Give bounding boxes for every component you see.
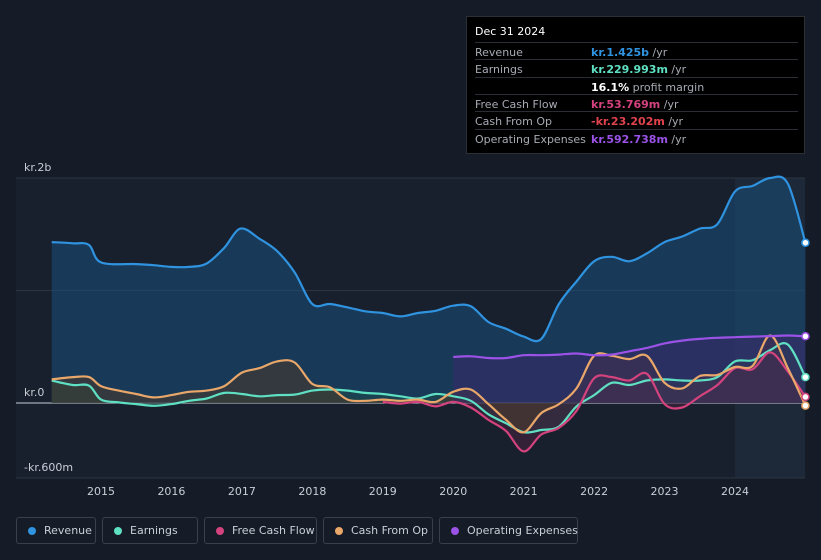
tooltip-row-value: 16.1% profit margin [591,80,705,94]
legend-label: Revenue [44,524,92,537]
revenue-area [51,176,806,403]
tooltip-row-value: kr.229.993m /yr [591,63,687,77]
legend-item[interactable]: Free Cash Flow [204,517,317,544]
x-tick-label: 2016 [157,485,185,498]
legend-dot-icon [114,527,122,535]
legend-dot-icon [451,527,459,535]
tooltip-row-label: Free Cash Flow [475,97,558,111]
tooltip-row: Cash From Op -kr.23.202m /yr [475,111,798,129]
x-tick-label: 2023 [651,485,679,498]
tooltip-row-label: Revenue [475,46,523,59]
tooltip-row-value: kr.1.425b /yr [591,46,668,59]
fcf-end-marker [801,392,810,402]
x-tick-label: 2024 [721,485,749,498]
tooltip-row: Free Cash Flow kr.53.769m /yr [475,93,798,112]
data-tooltip: Dec 31 2024 Revenue kr.1.425b /yr Earnings… [466,16,805,154]
y-axis-label: -kr.600m [24,461,73,474]
earnings-end-marker [801,372,810,382]
legend-label: Cash From Op [351,524,429,537]
y-axis-label: kr.0 [24,386,44,399]
legend-label: Earnings [130,524,178,537]
legend-item[interactable]: Revenue [16,517,96,544]
x-tick-label: 2018 [298,485,326,498]
legend-label: Operating Expenses [467,524,578,537]
earnings-line [51,342,807,434]
tooltip-row-value: kr.53.769m /yr [591,97,679,111]
revenue-end-marker [801,238,810,247]
legend-dot-icon [28,527,36,535]
revenue-line [51,175,807,343]
y-axis-label: kr.2b [24,161,51,174]
tooltip-row-label: Cash From Op [475,115,553,129]
x-tick-label: 2020 [439,485,467,498]
legend-dot-icon [335,527,343,535]
opex-line [453,334,806,360]
tooltip-row: Revenue kr.1.425b /yr [475,42,798,60]
legend-dot-icon [216,527,224,535]
legend-item[interactable]: Operating Expenses [439,517,578,544]
x-tick-label: 2021 [510,485,538,498]
tooltip-row-value: -kr.23.202m /yr [591,115,684,129]
tooltip-row: 16.1% profit margin [475,76,798,95]
opex-end-marker [801,332,810,341]
legend-item[interactable]: Cash From Op [323,517,433,544]
tooltip-row-value: kr.592.738m /yr [591,132,687,146]
x-tick-label: 2015 [87,485,115,498]
cfo-end-marker [801,401,810,410]
legend-label: Free Cash Flow [232,524,315,537]
legend-item[interactable]: Earnings [102,517,198,544]
x-tick-label: 2019 [369,485,397,498]
tooltip-date: Dec 31 2024 [475,25,546,38]
cfo-line [51,334,807,434]
tooltip-row: Operating Expenses kr.592.738m /yr [475,128,798,147]
tooltip-row: Earnings kr.229.993m /yr [475,59,798,77]
x-tick-label: 2017 [228,485,256,498]
tooltip-row-label: Operating Expenses [475,132,586,146]
x-tick-label: 2022 [580,485,608,498]
tooltip-row-label: Earnings [475,63,523,77]
